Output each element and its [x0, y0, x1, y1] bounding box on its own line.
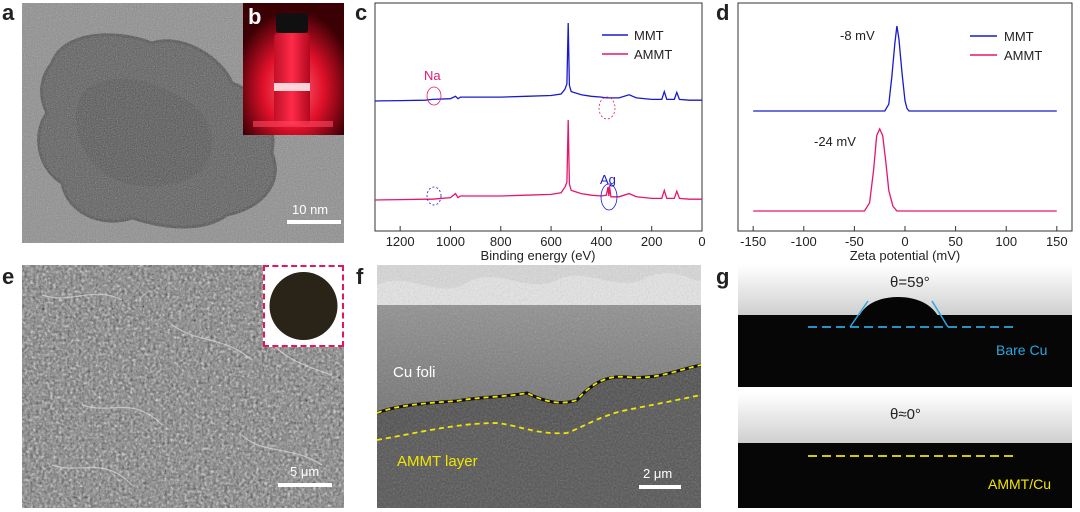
legend-label-mmt: MMT: [634, 28, 664, 43]
legend-label-ammt: AMMT: [634, 47, 672, 62]
zeta-chart: -150 -100 -50 0 50 100 150 MMT AMMT -8 mV -24 …: [737, 2, 1073, 263]
cross-section-drawing: Cu foli AMMT layer: [377, 265, 701, 508]
annotation-ag: Ag: [600, 172, 616, 187]
upper-dashed-outline: [377, 364, 701, 414]
x-tick-label: -150: [740, 234, 766, 249]
xps-ticks: 1200 1000 800 600 400 200 0: [386, 226, 706, 249]
annotation-mmt-zeta: -8 mV: [840, 28, 875, 43]
annotation-na: Na: [424, 68, 441, 83]
electrode-disc-inset: [263, 265, 344, 347]
vial-cap: [276, 13, 308, 33]
panel-letter-b: b: [248, 4, 262, 29]
series-line-mmt: [753, 25, 1057, 112]
x-tick-label: 1200: [386, 234, 415, 249]
x-tick-label: 100: [995, 234, 1017, 249]
contact-angle-bottom: θ≈0°: [890, 406, 921, 423]
bare-cu-substrate: [738, 315, 1072, 387]
series-line-ammt: [753, 127, 1057, 212]
ag-highlight-circle: [600, 183, 618, 211]
ammt-cu-substrate: [738, 443, 1072, 508]
x-tick-label: 0: [901, 234, 908, 249]
panel-letter-d: d: [716, 0, 730, 25]
x-tick-label: 800: [490, 234, 512, 249]
panel-letter-e: e: [2, 264, 15, 289]
scale-bar-label: 2 μm: [643, 466, 673, 481]
xps-plot-frame: [374, 2, 703, 232]
series-line-mmt: [374, 22, 702, 102]
xps-chart: 1200 1000 800 600 400 200 0 MMT AMMT Na Ag Bin…: [374, 2, 706, 263]
contact-angle-top: θ=59°: [890, 274, 930, 291]
sem-cross-section: Cu foli AMMT layer 2 μm: [377, 265, 701, 508]
scale-bar: [639, 485, 681, 489]
scale-bar: [287, 220, 341, 224]
panel-letter-g: g: [716, 264, 730, 289]
x-tick-label: 50: [948, 234, 962, 249]
x-tick-label: 150: [1046, 234, 1068, 249]
tangent-line-left: [849, 300, 869, 328]
cu-foil-label: Cu foli: [393, 364, 436, 381]
scale-bar-label: 10 nm: [292, 202, 329, 217]
water-droplet: [856, 297, 942, 325]
legend-label-mmt: MMT: [1004, 29, 1034, 44]
xps-x-axis-label: Binding energy (eV): [481, 248, 596, 263]
vial-body: [274, 33, 310, 125]
zeta-ticks: -150 -100 -50 0 50 100 150: [740, 226, 1068, 249]
xps-legend: MMT AMMT: [602, 28, 672, 62]
zeta-series-group: [753, 25, 1057, 212]
mmt-ag-region-circle: [598, 96, 616, 120]
series-line-ammt: [374, 119, 702, 201]
electrode-disc-drawing: [269, 272, 338, 340]
ammt-na-region-circle: [426, 186, 442, 206]
annotation-ammt-zeta: -24 mV: [814, 134, 856, 149]
bare-cu-label: Bare Cu: [996, 342, 1047, 358]
x-tick-label: 200: [641, 234, 663, 249]
panel-letter-f: f: [356, 264, 364, 289]
vial-photo: [243, 3, 344, 135]
panel-letter-a: a: [2, 0, 15, 25]
panel-letter-c: c: [355, 0, 368, 25]
tangent-line-right: [931, 300, 949, 328]
zeta-legend: MMT AMMT: [970, 29, 1042, 63]
na-highlight-circle: [426, 86, 442, 106]
x-tick-label: 0: [698, 234, 705, 249]
electrode-disc: [269, 272, 338, 340]
x-tick-label: -50: [845, 234, 864, 249]
x-tick-label: 400: [591, 234, 613, 249]
x-tick-label: -100: [791, 234, 817, 249]
contact-angle-drawing: θ=59° Bare Cu θ≈0° AMMT/Cu: [738, 265, 1072, 508]
contact-angle-images: θ=59° Bare Cu θ≈0° AMMT/Cu: [738, 265, 1072, 508]
zeta-x-axis-label: Zeta potential (mV): [850, 248, 961, 263]
scale-bar-label: 5 μm: [290, 464, 320, 479]
scale-bar: [278, 483, 332, 487]
ammt-cu-label: AMMT/Cu: [988, 476, 1051, 492]
vial-drawing: [243, 3, 344, 135]
x-tick-label: 1000: [436, 234, 465, 249]
xps-series-group: [374, 22, 702, 201]
x-tick-label: 600: [540, 234, 562, 249]
legend-label-ammt: AMMT: [1004, 48, 1042, 63]
ammt-layer-label: AMMT layer: [397, 453, 478, 470]
